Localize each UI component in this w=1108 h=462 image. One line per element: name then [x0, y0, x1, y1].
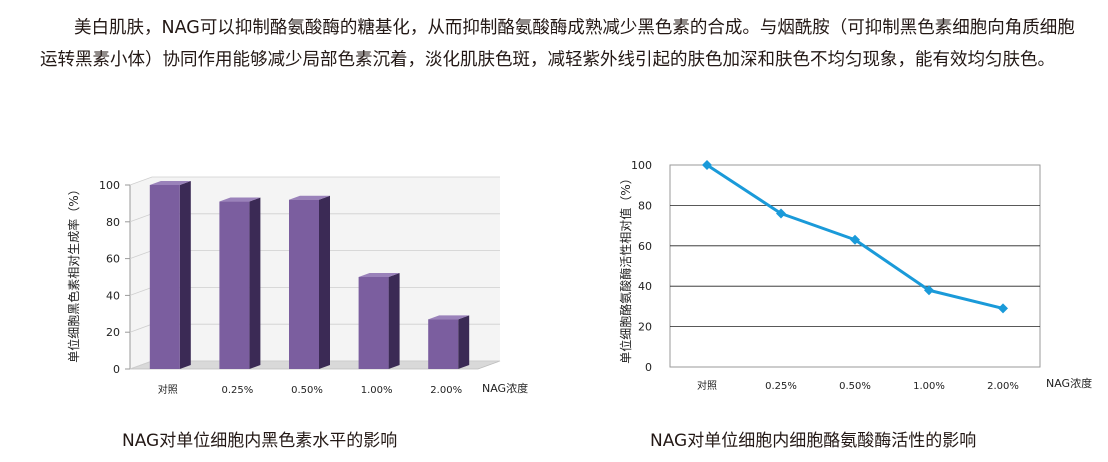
- bar-chart-x-axis-label: NAG浓度: [482, 381, 528, 395]
- bar-chart-title: NAG对单位细胞内黑色素水平的影响: [122, 431, 398, 451]
- bar: [149, 181, 191, 369]
- line-chart-point: [702, 160, 712, 170]
- line-chart-title: NAG对单位细胞内细胞酪氨酸酶活性的影响: [650, 431, 977, 451]
- tyrosinase-line-chart: 0 20 40 60 80 100 对照 0.25% 0.50% 1.00% 2.00% NAG浓…: [618, 159, 1092, 392]
- line-chart-y-tick-label: 100: [631, 159, 652, 172]
- melanin-bar-chart: 0 20 40 60 80 100 对照 0.25% 0.50% 1.00% 2.00% NAG浓…: [66, 176, 528, 396]
- line-chart-point: [850, 234, 860, 245]
- bar-top: [149, 181, 191, 185]
- line-chart-y-tick-label: 40: [638, 280, 652, 293]
- line-chart-plot-area: [669, 164, 1041, 368]
- bar-top: [358, 273, 400, 277]
- line-chart-point: [924, 285, 934, 296]
- bar-chart-x-tick-label: 对照: [158, 383, 178, 396]
- line-chart-x-tick-label: 0.50%: [839, 381, 871, 392]
- bar-chart-y-ticks: 0 20 40 60 80 100: [99, 179, 120, 376]
- bar-chart-y-tick-label: 40: [106, 289, 120, 302]
- bar-chart-y-tick-label: 80: [106, 216, 120, 229]
- bar-chart-x-tick-label: 1.00%: [361, 385, 393, 396]
- bar-front: [358, 277, 389, 369]
- line-chart-y-axis-label: 单位细胞酪氨酸酶活性相对值（%）: [618, 172, 633, 363]
- bar-chart-y-tick-label: 60: [106, 253, 120, 266]
- line-chart-y-tick-label: 80: [638, 199, 652, 212]
- line-chart-x-axis-label: NAG浓度: [1046, 376, 1092, 390]
- bar-chart-x-ticks: 对照 0.25% 0.50% 1.00% 2.00%: [158, 383, 462, 396]
- bar-chart-bars: [149, 181, 470, 369]
- line-chart-point: [998, 303, 1008, 314]
- bar-front: [289, 199, 319, 369]
- bar-chart-y-tick-label: 20: [106, 326, 120, 339]
- line-chart-y-tick-label: 0: [645, 361, 652, 374]
- line-chart-x-ticks: 对照 0.25% 0.50% 1.00% 2.00%: [697, 379, 1019, 392]
- line-chart-x-tick-label: 2.00%: [987, 381, 1019, 392]
- bar-chart-x-tick-label: 0.25%: [222, 385, 254, 396]
- intro-paragraph: 美白肌肤，NAG可以抑制酪氨酸酶的糖基化，从而抑制酪氨酸酶成熟减少黑色素的合成。…: [40, 12, 1085, 76]
- bar-side: [179, 181, 191, 369]
- bar-top: [289, 195, 330, 200]
- bar-top: [219, 197, 261, 202]
- line-chart-y-tick-label: 60: [638, 240, 652, 253]
- intro-paragraph-text: 美白肌肤，NAG可以抑制酪氨酸酶的糖基化，从而抑制酪氨酸酶成熟减少黑色素的合成。…: [40, 18, 1075, 70]
- bar-side: [319, 195, 330, 369]
- bar: [219, 197, 261, 369]
- bar: [289, 195, 330, 369]
- bar: [358, 273, 400, 369]
- bar-front: [428, 319, 459, 369]
- bar-top: [428, 315, 470, 320]
- bar-chart-y-tick-label: 100: [99, 179, 120, 192]
- bar-side: [458, 315, 470, 369]
- bar-front: [219, 201, 250, 369]
- line-chart-x-tick-label: 1.00%: [913, 381, 945, 392]
- line-chart-series: [702, 160, 1008, 314]
- line-chart-y-ticks: 0 20 40 60 80 100: [631, 159, 652, 374]
- line-chart-x-tick-label: 0.25%: [765, 381, 797, 392]
- bar-front: [149, 185, 180, 369]
- bar: [428, 315, 470, 369]
- bar-chart-y-axis-label: 单位细胞黑色素相对生成率（%）: [66, 183, 81, 362]
- bar-side: [249, 197, 261, 369]
- bar-chart-y-tick-label: 0: [113, 363, 120, 376]
- bar-side: [388, 273, 400, 369]
- bar-chart-x-tick-label: 2.00%: [430, 385, 462, 396]
- line-chart-x-tick-label: 对照: [697, 379, 717, 392]
- line-chart-y-tick-label: 20: [638, 321, 652, 334]
- line-chart-point: [776, 208, 786, 219]
- line-chart-grid: [669, 164, 1041, 368]
- bar-chart-x-tick-label: 0.50%: [291, 385, 323, 396]
- bar-chart-gridline: [129, 176, 500, 186]
